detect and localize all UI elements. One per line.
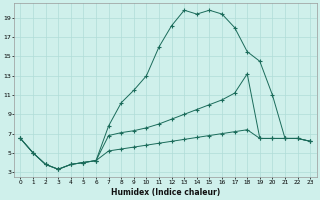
X-axis label: Humidex (Indice chaleur): Humidex (Indice chaleur) — [111, 188, 220, 197]
